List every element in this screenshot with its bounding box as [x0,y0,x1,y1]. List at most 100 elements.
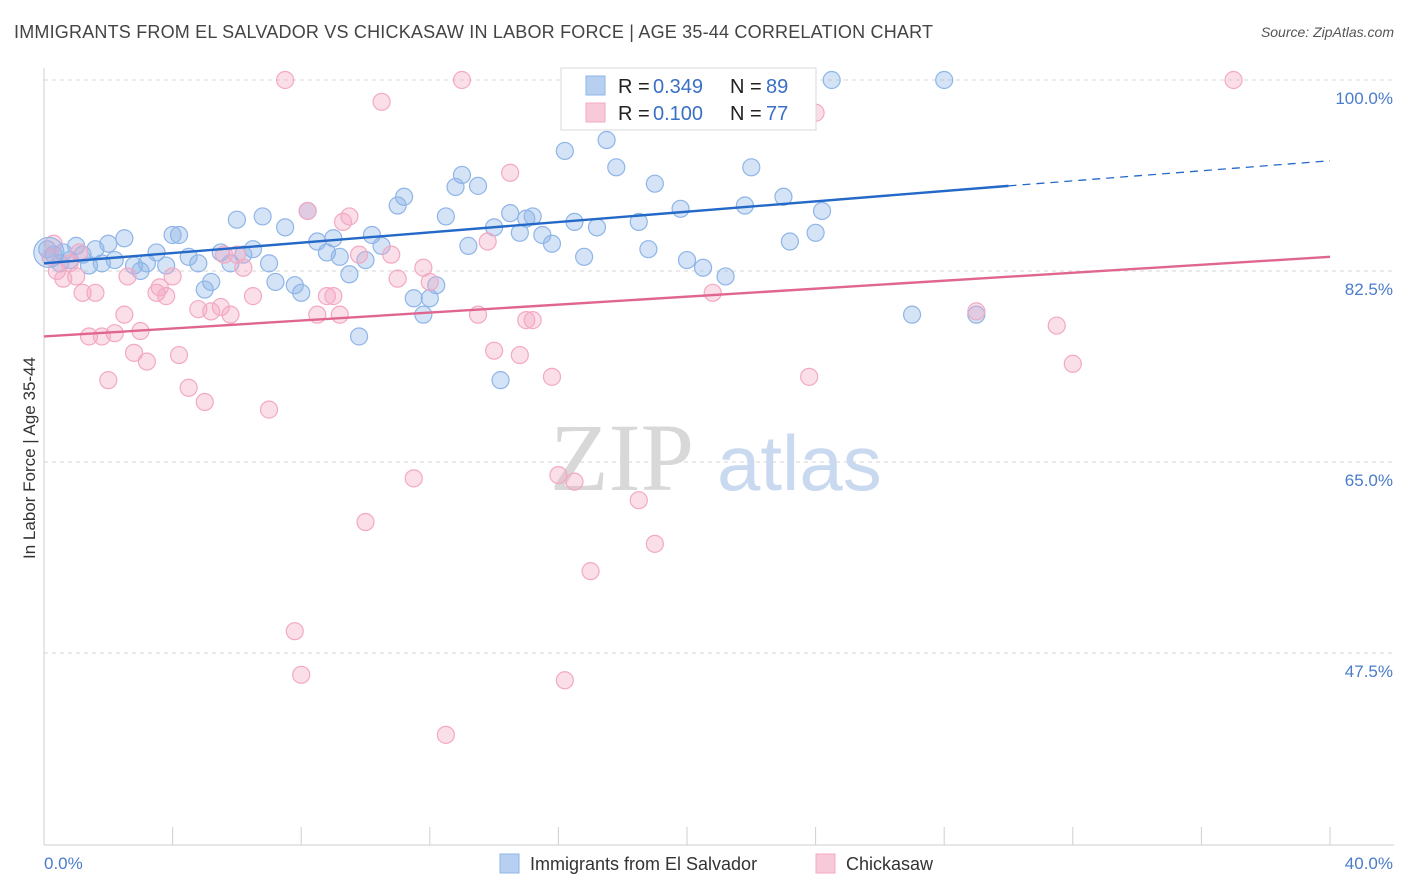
data-point [202,302,221,321]
data-point [517,311,536,330]
legend-r-label-2: R = [618,103,650,125]
data-point [317,287,337,306]
data-point [99,371,118,390]
data-point [645,174,664,193]
data-point [169,225,189,245]
y-tick-label: 65.0% [1345,471,1393,490]
data-point [703,283,722,302]
chart-title: IMMIGRANTS FROM EL SALVADOR VS CHICKASAW… [14,22,934,42]
data-point [333,212,353,231]
source-label: Source: ZipAtlas.com [1260,24,1394,40]
data-point [179,378,198,397]
data-point [157,256,176,275]
trend-lines [43,160,1331,338]
data-point [340,265,359,284]
data-point [645,534,664,553]
data-point [436,725,455,744]
legend-r-value-1: 0.349 [653,76,703,98]
data-point [253,207,272,226]
data-point [33,236,65,269]
data-point [382,245,401,264]
data-point [404,469,423,488]
series-name-2: Chickasaw [846,854,934,874]
data-point [70,243,89,262]
data-point [1224,70,1243,90]
data-point [298,201,317,221]
legend-r-label-1: R = [618,76,650,98]
data-point [468,176,488,195]
data-point [394,187,414,206]
data-point [285,622,304,641]
y-tick-label: 47.5% [1345,662,1393,681]
y-tick-label: 82.5% [1345,280,1393,299]
data-point [189,254,208,273]
data-point [243,240,263,259]
series-swatch-pink [815,853,836,874]
data-point [388,269,407,288]
data-point [195,280,214,299]
data-point [292,283,311,302]
data-point [523,207,542,226]
data-point [349,245,369,264]
data-point [414,305,433,324]
data-point [671,199,690,218]
data-point [372,92,391,111]
data-point [565,472,584,491]
y-axis-label: In Labor Force | Age 35-44 [20,357,39,559]
trend-line [43,184,1009,265]
data-point [67,267,86,286]
data-point [452,70,472,90]
data-point [227,245,246,264]
data-point [195,392,214,412]
data-point [555,671,574,690]
data-point [1047,316,1066,335]
data-point [211,297,230,317]
data-point [523,311,542,330]
data-point [800,367,819,386]
data-point [266,272,285,292]
data-point [259,400,279,419]
legend-n-value-1: 89 [766,76,788,98]
data-point [549,465,568,485]
data-point [73,283,92,302]
data-point [86,283,105,302]
data-point [169,345,189,365]
data-point [124,343,144,362]
data-point [163,267,182,286]
data-point [99,234,118,253]
data-point [555,141,574,161]
data-point [459,236,478,255]
data-point [587,218,607,237]
data-point [115,305,134,324]
data-point [575,247,594,266]
data-point [404,289,423,308]
data-point [285,276,304,295]
data-point [276,70,295,90]
legend-swatch-pink [585,102,606,123]
x-tick-label: 0.0% [44,854,83,873]
watermark: ZIP atlas [550,404,882,511]
data-point [259,254,279,273]
data-point [420,272,439,292]
data-point [485,341,504,360]
series-legend: Immigrants from El Salvador Chickasaw [499,853,934,874]
legend-n-value-2: 77 [766,103,788,125]
data-point [452,165,472,185]
data-point [436,207,455,226]
data-point [581,562,600,581]
x-tick-label: 40.0% [1345,854,1393,873]
data-point [597,130,616,150]
data-point [324,287,343,306]
series-name-1: Immigrants from El Salvador [530,854,757,874]
data-point [742,158,761,177]
watermark-zip: ZIP [550,404,694,511]
data-point [44,234,63,253]
data-point [115,229,134,248]
data-point [478,232,497,251]
data-point [806,223,825,242]
data-point [716,267,735,286]
data-point [234,258,253,277]
data-point [330,247,349,266]
data-point [491,371,510,390]
